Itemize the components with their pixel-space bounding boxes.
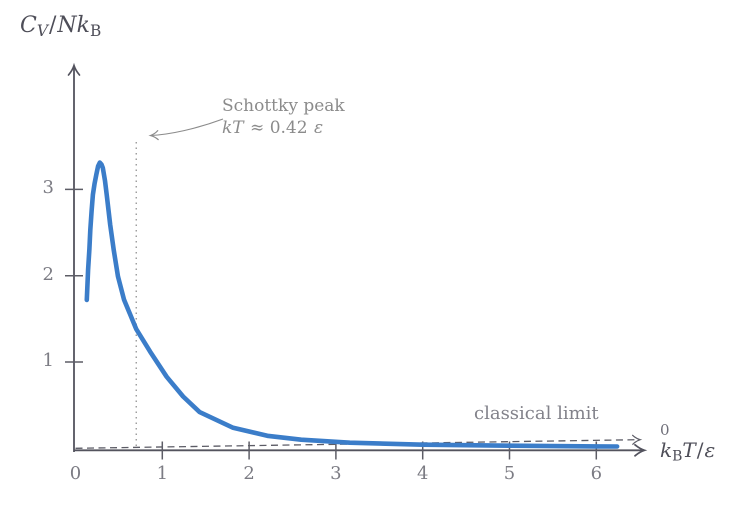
- math-part: V: [36, 21, 48, 40]
- y-tick-label: 2: [42, 263, 54, 285]
- x-tick-label: 2: [243, 463, 255, 484]
- y-axis-title: CV/NkB: [20, 13, 101, 40]
- classical-limit-label: classical limit: [474, 403, 599, 424]
- math-part: B: [672, 448, 683, 465]
- annotation-line1: Schottky peak: [222, 96, 345, 116]
- math-part: k: [76, 13, 90, 38]
- math-part: C: [20, 13, 37, 38]
- schottky-annotation: Schottky peak kT ≈ 0.42 ε: [222, 95, 345, 139]
- math-part: T: [682, 438, 696, 462]
- x-tick-label: 5: [503, 463, 516, 484]
- x-tick-label: 4: [416, 463, 429, 484]
- x-tick-label: 1: [156, 463, 169, 484]
- annotation-arrow: [148, 118, 224, 141]
- limit-zero-label: 0: [660, 421, 670, 439]
- math-part: B: [89, 21, 102, 40]
- math-part: ε: [313, 118, 324, 138]
- y-tick-label: 1: [42, 350, 54, 371]
- schottky-curve: [84, 160, 620, 449]
- x-axis-title: kBT/ε: [660, 438, 715, 465]
- math-part: kT: [222, 118, 244, 138]
- math-part: N: [57, 13, 77, 38]
- math-part: k: [660, 438, 673, 462]
- annotation-line2: kT ≈ 0.42 ε: [222, 117, 345, 139]
- math-part: /: [696, 438, 704, 462]
- math-part: ε: [704, 438, 716, 462]
- y-tick-label: 3: [42, 177, 54, 199]
- x-tick-label: 3: [330, 463, 342, 484]
- math-part: /: [48, 13, 57, 38]
- x-tick-label: 6: [590, 463, 603, 484]
- math-part: ≈ 0.42: [244, 118, 313, 138]
- x-tick-label: 0: [69, 463, 82, 484]
